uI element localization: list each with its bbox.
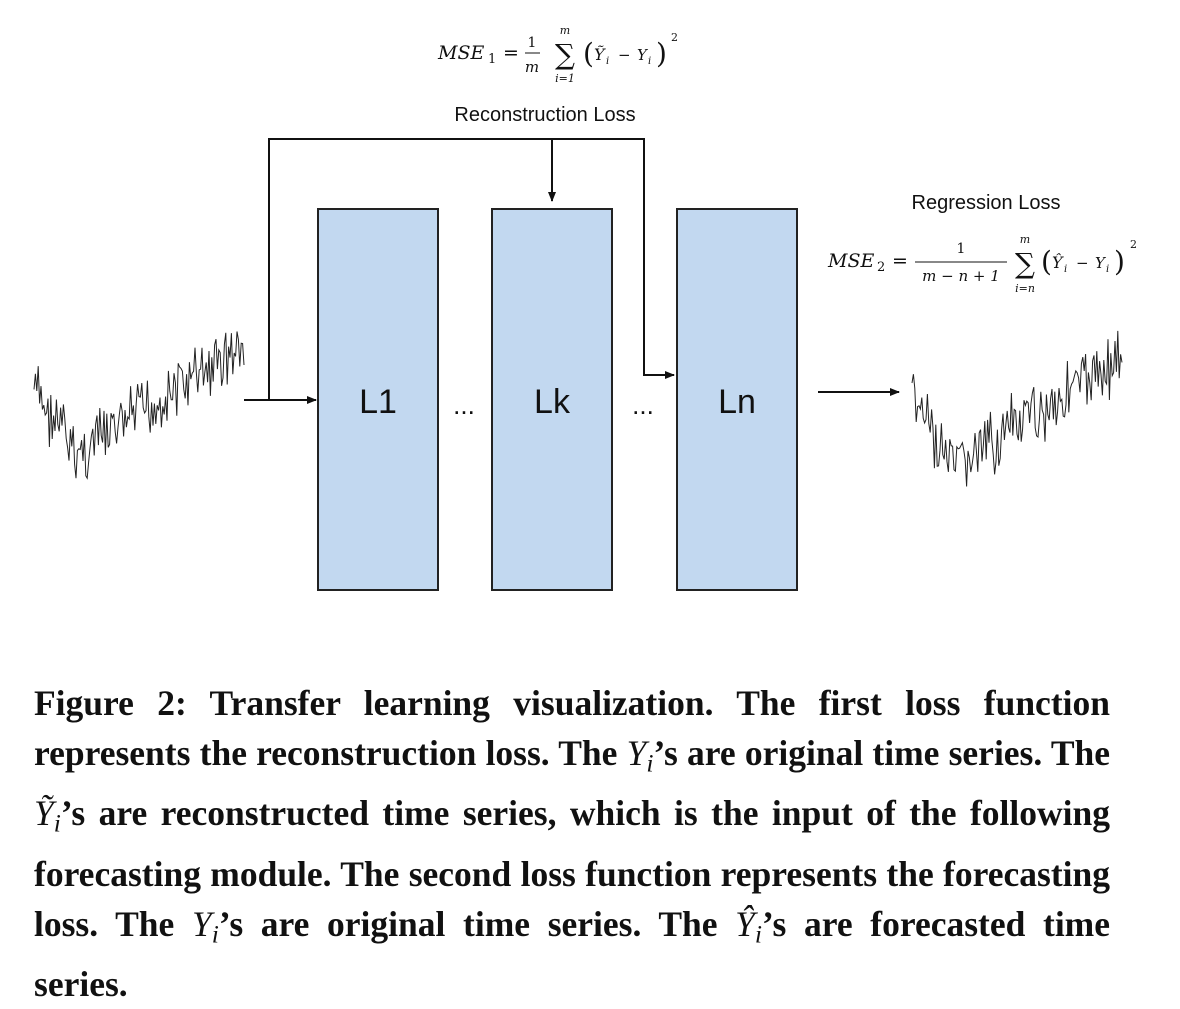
input-time-series [33,331,245,480]
mse2-close-paren: ) [1114,245,1125,278]
transfer-learning-diagram: MSE 1 = 1 m m ∑ i=1 ( Ỹ i − Y i ) 2 Reco… [33,24,1137,591]
caption-var-y-2: Y [191,903,212,944]
caption-text-3: ’s are reconstructed time series, which … [34,793,1110,944]
mse1-lhs-sub: 1 [488,52,496,67]
layer-label-lk: Lk [534,383,571,421]
mse1-open-paren: ( [583,37,594,70]
caption-sub-3: i [211,919,219,949]
mse1-equals: = [503,42,519,64]
mse1-y-index: i [648,56,651,67]
mse2-yhat: Ŷ [1052,252,1064,272]
mse2-sum-bottom: i=n [1015,282,1035,295]
mse2-lhs-sub: 2 [877,260,885,275]
mse2-sum-top: m [1020,233,1030,246]
mse1-formula: MSE 1 = 1 m m ∑ i=1 ( Ỹ i − Y i ) 2 [437,24,678,85]
caption-text-1: Figure 2: Transfer learning visualizatio… [34,683,1110,773]
mse2-lhs: MSE [827,250,874,272]
mse1-frac-num: 1 [528,35,537,51]
caption-text-5: ’s are forecasted time series. [34,903,1111,1005]
mse2-frac-den: m − n + 1 [922,267,1000,285]
mse2-y-index: i [1106,264,1109,275]
caption-sub-4: i [754,919,763,949]
caption-var-y-1: Y [626,733,647,773]
mse1-sum-top: m [560,24,570,37]
mse1-ytilde-index: i [606,56,609,67]
caption-text-2: ’s are original time series. The [653,733,1111,773]
layer-label-l1: L1 [359,383,397,421]
layer-box-ln [676,208,798,591]
mse1-sum-bottom: i=1 [555,72,575,85]
mse2-sum-symbol: ∑ [1015,247,1035,280]
layer-box-l1 [317,208,439,591]
mse2-equals: = [892,250,908,272]
output-time-series [911,330,1123,487]
mse1-sum-symbol: ∑ [555,38,575,71]
mse2-y: Y [1095,254,1107,272]
mse1-power: 2 [671,31,678,44]
mse1-close-paren: ) [656,37,667,70]
mse1-ytilde: Ỹ [594,44,606,64]
mse2-minus: − [1076,254,1089,272]
caption-var-yhat: Ŷ [735,903,755,944]
mse1-frac-den: m [525,58,539,76]
regression-loss-label: Regression Loss [912,192,1061,214]
caption-text-4: ’s are original time series. The [218,903,736,944]
caption-sub-1: i [646,748,654,778]
mse2-power: 2 [1130,238,1137,251]
mse2-frac-num: 1 [957,241,966,257]
mse2-yhat-index: i [1064,264,1067,275]
mse2-formula: MSE 2 = 1 m − n + 1 m ∑ i=n ( Ŷ i − Y i … [827,233,1137,295]
ellipsis-left: ... [453,390,475,420]
caption-var-ytilde: Ỹ [34,793,54,834]
caption-sub-2: i [53,808,61,838]
reconstruction-loss-label: Reconstruction Loss [454,104,635,126]
mse2-open-paren: ( [1041,245,1052,278]
mse1-y: Y [637,46,649,64]
layer-box-lk [491,208,613,591]
mse1-lhs: MSE [437,42,484,64]
layer-label-ln: Ln [718,383,756,421]
figure-caption: Figure 2: Transfer learning visualizatio… [34,678,1110,1009]
ellipsis-right: ... [632,390,654,420]
mse1-minus: − [618,46,631,64]
